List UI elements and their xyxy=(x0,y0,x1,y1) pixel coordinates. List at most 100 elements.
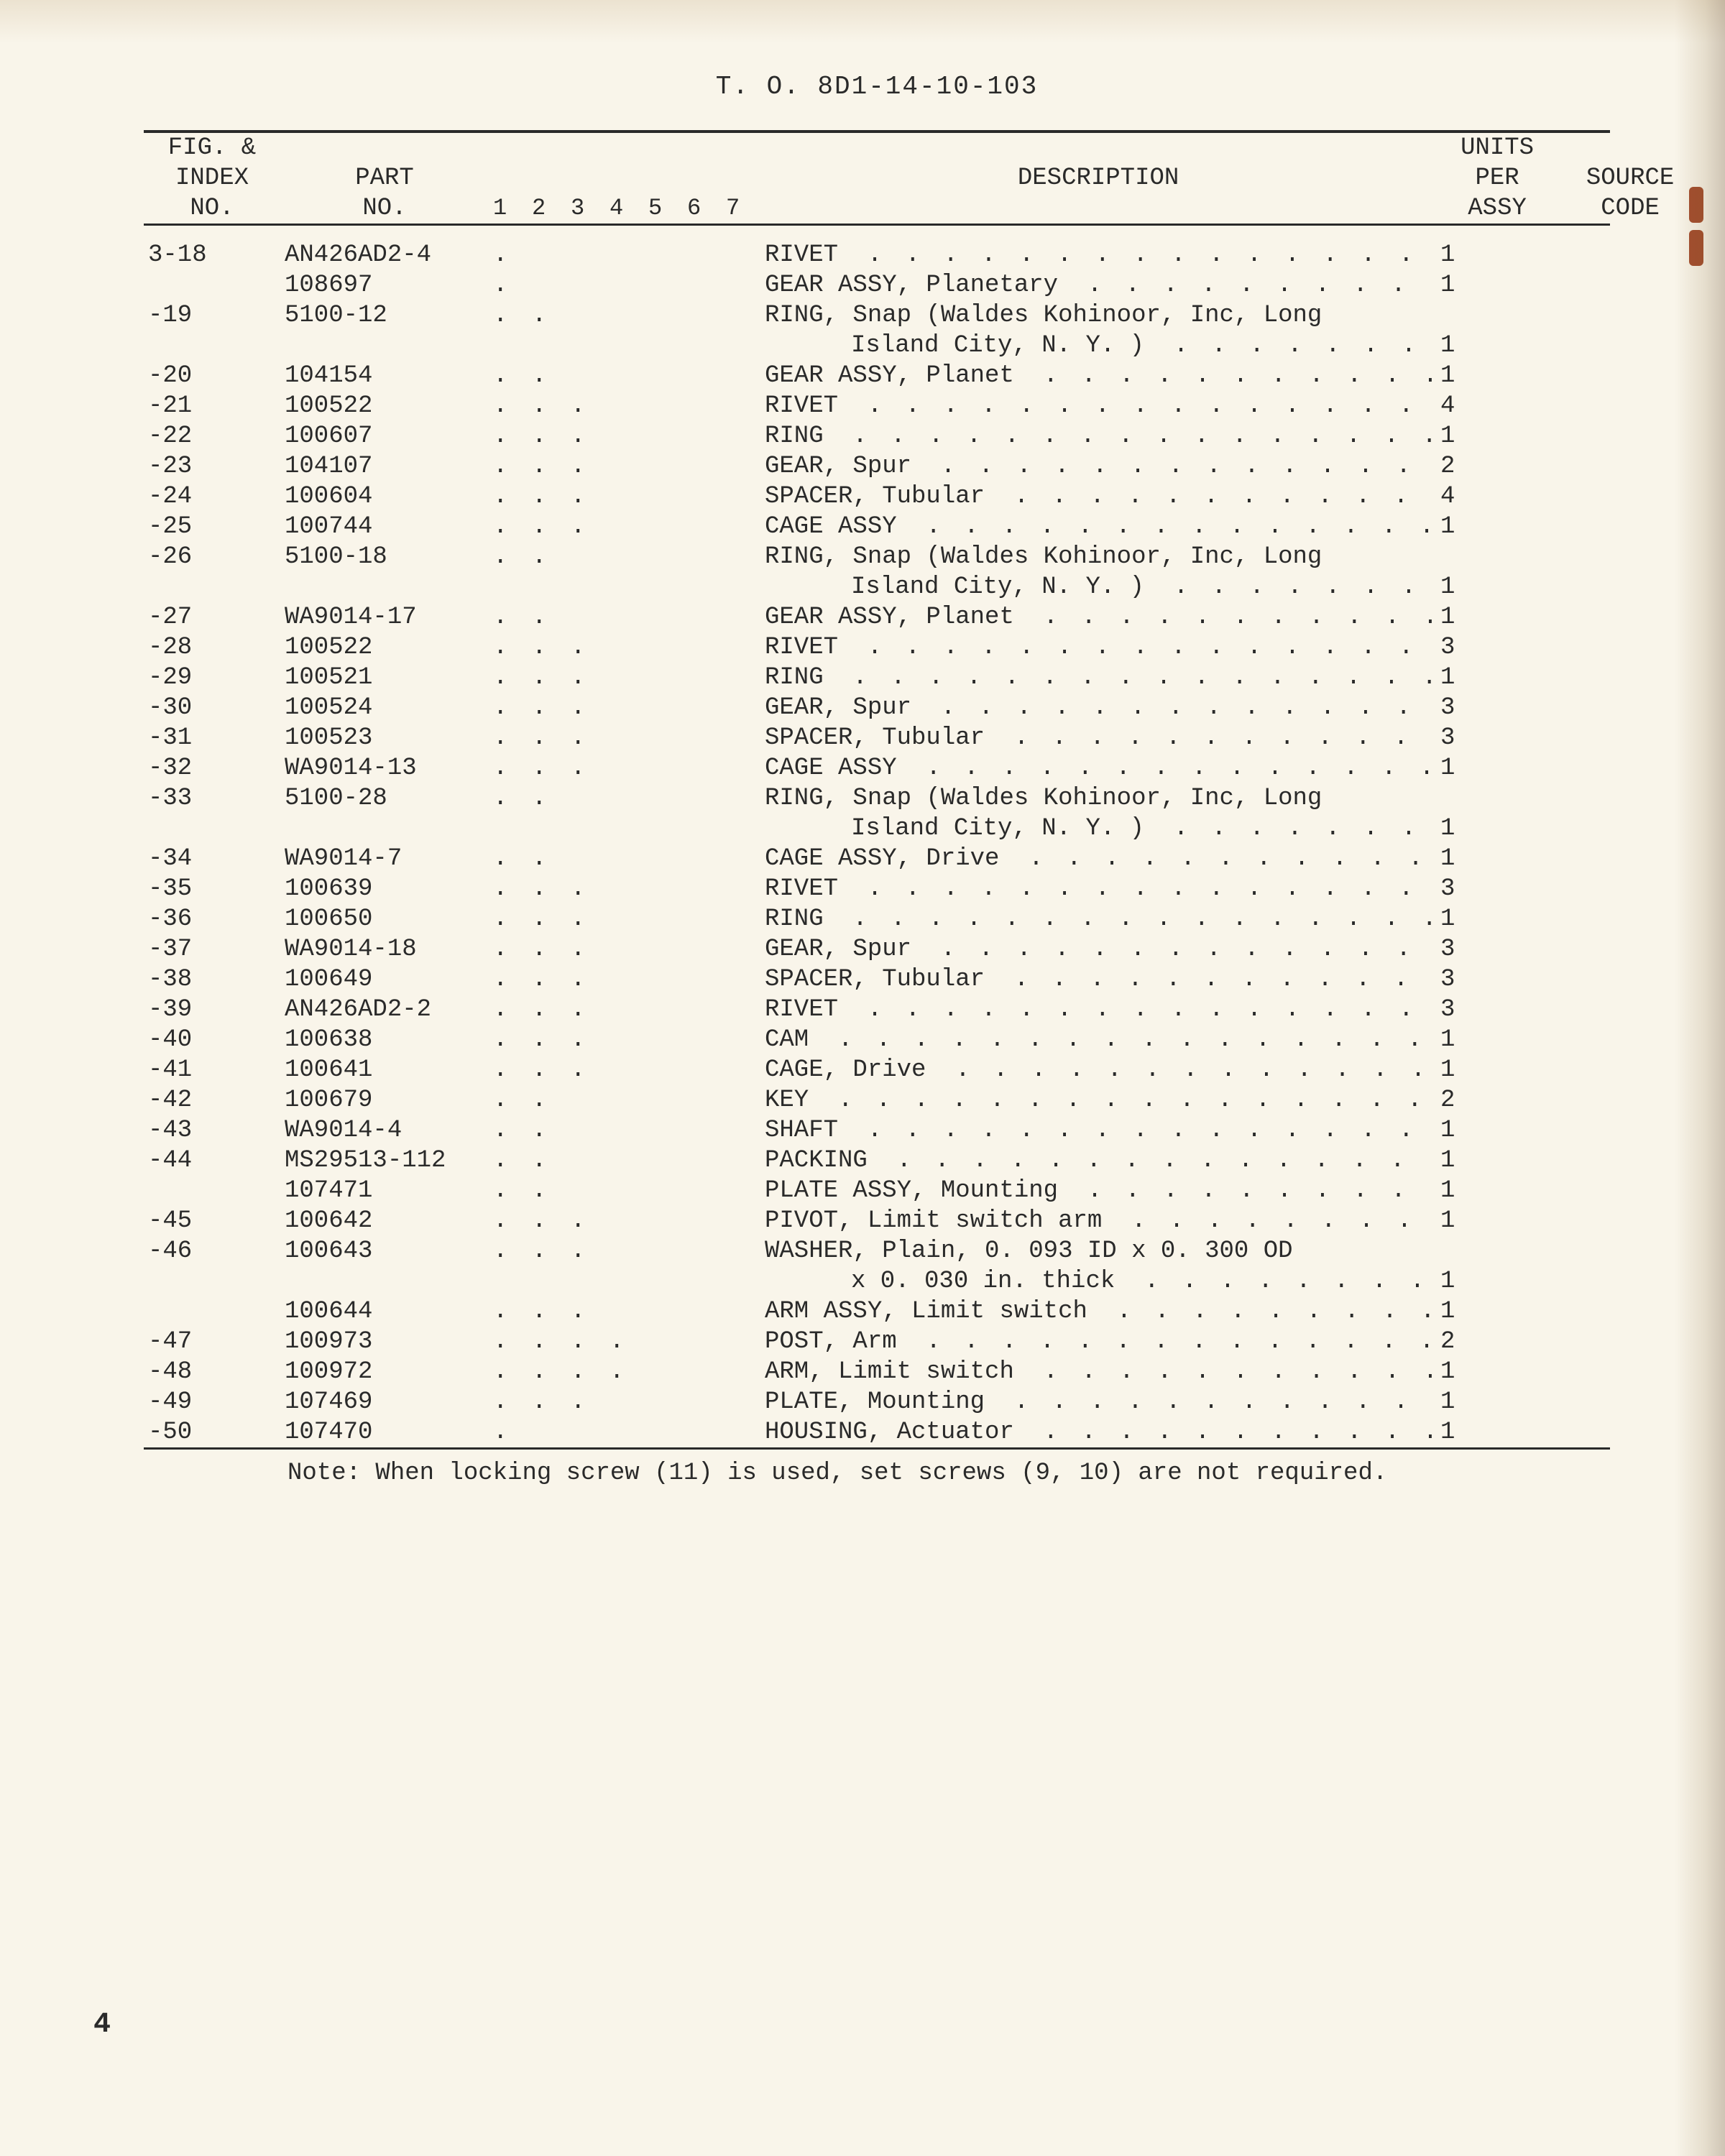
cell-units: 1 xyxy=(1436,331,1558,361)
cell-indent xyxy=(683,240,722,270)
cell-indent xyxy=(644,964,683,995)
cell-indent: . xyxy=(489,964,528,995)
table-row: -31100523...SPACER, Tubular . . . . . . … xyxy=(144,723,1702,753)
cell-indent: . xyxy=(528,542,566,572)
cell-indent xyxy=(722,904,760,934)
cell-indent xyxy=(722,451,760,482)
cell-source xyxy=(1558,482,1702,512)
cell-indent xyxy=(528,240,566,270)
cell-units: 3 xyxy=(1436,693,1558,723)
cell-source xyxy=(1558,1327,1702,1357)
table-row: -25100744...CAGE ASSY . . . . . . . . . … xyxy=(144,512,1702,542)
cell-indent xyxy=(605,482,644,512)
th-fig-2: INDEX xyxy=(144,163,280,193)
cell-indent xyxy=(644,663,683,693)
cell-indent: . xyxy=(489,723,528,753)
cell-indent xyxy=(722,814,760,844)
cell-part: 100522 xyxy=(280,391,489,421)
th-fig-3: NO. xyxy=(144,193,280,224)
table-row: -39AN426AD2-2...RIVET . . . . . . . . . … xyxy=(144,995,1702,1025)
cell-indent xyxy=(683,361,722,391)
cell-indent: . xyxy=(489,783,528,814)
cell-indent xyxy=(722,995,760,1025)
cell-units: 1 xyxy=(1436,814,1558,844)
cell-indent xyxy=(683,512,722,542)
cell-indent xyxy=(489,1266,528,1296)
table-row: -50107470.HOUSING, Actuator . . . . . . … xyxy=(144,1417,1702,1447)
cell-indent xyxy=(605,300,644,331)
cell-indent xyxy=(722,874,760,904)
cell-indent: . xyxy=(489,1387,528,1417)
cell-indent: . xyxy=(528,934,566,964)
cell-description: PLATE, Mounting . . . . . . . . . . . . … xyxy=(760,1387,1436,1417)
cell-indent xyxy=(528,1266,566,1296)
cell-indent xyxy=(722,1025,760,1055)
cell-indent: . xyxy=(528,1176,566,1206)
cell-description: RING . . . . . . . . . . . . . . . . . .… xyxy=(760,421,1436,451)
cell-indent xyxy=(683,1115,722,1146)
cell-description: RIVET . . . . . . . . . . . . . . . . . … xyxy=(760,240,1436,270)
cell-indent: . xyxy=(566,1055,605,1085)
cell-fig: -34 xyxy=(144,844,280,874)
cell-indent: . xyxy=(566,512,605,542)
cell-source xyxy=(1558,1417,1702,1447)
cell-description: PLATE ASSY, Mounting . . . . . . . . . .… xyxy=(760,1176,1436,1206)
cell-indent xyxy=(683,572,722,602)
cell-units: 1 xyxy=(1436,1296,1558,1327)
cell-fig: -33 xyxy=(144,783,280,814)
cell-description: PACKING . . . . . . . . . . . . . . . . … xyxy=(760,1146,1436,1176)
th-units-3: ASSY xyxy=(1436,193,1558,224)
cell-source xyxy=(1558,723,1702,753)
cell-units: 1 xyxy=(1436,1417,1558,1447)
cell-indent xyxy=(683,904,722,934)
cell-indent xyxy=(644,934,683,964)
cell-indent: . xyxy=(566,753,605,783)
page-number: 4 xyxy=(93,2009,111,2041)
cell-indent xyxy=(644,602,683,632)
cell-units: 3 xyxy=(1436,934,1558,964)
cell-indent xyxy=(605,995,644,1025)
bottom-rule xyxy=(144,1447,1610,1450)
cell-indent xyxy=(722,300,760,331)
cell-source xyxy=(1558,964,1702,995)
cell-indent xyxy=(644,874,683,904)
cell-part: 100523 xyxy=(280,723,489,753)
cell-part: 100639 xyxy=(280,874,489,904)
cell-indent: . xyxy=(566,1236,605,1266)
cell-indent: . xyxy=(566,964,605,995)
cell-fig: -24 xyxy=(144,482,280,512)
cell-indent: . xyxy=(528,1085,566,1115)
table-row: -48100972....ARM, Limit switch . . . . .… xyxy=(144,1357,1702,1387)
cell-part: 100644 xyxy=(280,1296,489,1327)
th-source-2: CODE xyxy=(1558,193,1702,224)
cell-indent xyxy=(722,1055,760,1085)
cell-units: 2 xyxy=(1436,1085,1558,1115)
cell-source xyxy=(1558,270,1702,300)
cell-fig: -31 xyxy=(144,723,280,753)
cell-source xyxy=(1558,934,1702,964)
cell-indent xyxy=(683,391,722,421)
table-header: FIG. & UNITS INDEX PART DESCRIPTION PER … xyxy=(144,133,1702,224)
cell-units: 4 xyxy=(1436,482,1558,512)
cell-indent xyxy=(683,421,722,451)
cell-indent xyxy=(644,391,683,421)
cell-description: CAGE ASSY . . . . . . . . . . . . . . . … xyxy=(760,753,1436,783)
cell-indent xyxy=(644,1327,683,1357)
cell-indent xyxy=(566,572,605,602)
table-row: -42100679..KEY . . . . . . . . . . . . .… xyxy=(144,1085,1702,1115)
table-row: 100644...ARM ASSY, Limit switch . . . . … xyxy=(144,1296,1702,1327)
cell-indent xyxy=(722,542,760,572)
cell-indent xyxy=(644,512,683,542)
cell-indent xyxy=(644,693,683,723)
cell-source xyxy=(1558,1055,1702,1085)
table-row: -195100-12..RING, Snap (Waldes Kohinoor,… xyxy=(144,300,1702,331)
cell-indent: . xyxy=(489,844,528,874)
cell-description: Island City, N. Y. ) . . . . . . . . . .… xyxy=(760,331,1436,361)
cell-part: 100642 xyxy=(280,1206,489,1236)
doc-header: T. O. 8D1-14-10-103 xyxy=(144,72,1610,101)
cell-indent: . xyxy=(528,1146,566,1176)
cell-indent: . xyxy=(489,421,528,451)
cell-source xyxy=(1558,421,1702,451)
cell-fig: -35 xyxy=(144,874,280,904)
cell-indent: . xyxy=(489,663,528,693)
